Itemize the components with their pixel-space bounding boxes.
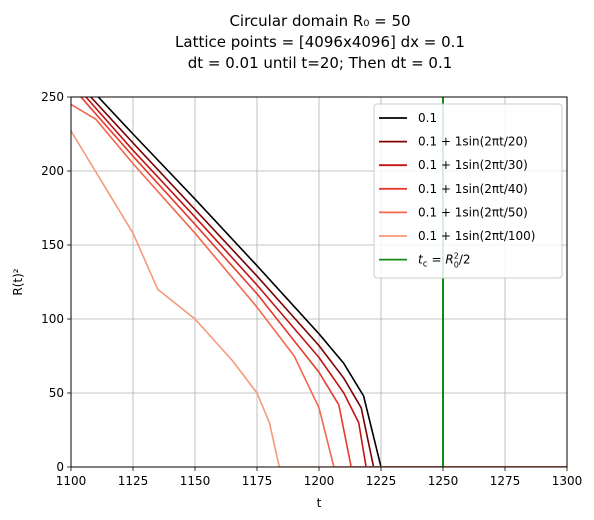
y-axis-label: R(t)² <box>11 268 25 295</box>
y-tick-label: 50 <box>49 386 64 400</box>
title-line-3: dt = 0.01 until t=20; Then dt = 0.1 <box>188 54 453 72</box>
legend-label: 0.1 + 1sin(2πt/20) <box>418 135 528 149</box>
x-tick-label: 1175 <box>242 474 273 488</box>
legend-label: 0.1 + 1sin(2πt/30) <box>418 158 528 172</box>
y-tick-label: 200 <box>41 164 64 178</box>
y-tick-label: 100 <box>41 312 64 326</box>
x-tick-label: 1150 <box>180 474 211 488</box>
legend-label: 0.1 + 1sin(2πt/100) <box>418 229 535 243</box>
x-axis-label: t <box>317 496 322 510</box>
series-line-4 <box>79 97 567 467</box>
x-tick-label: 1225 <box>366 474 397 488</box>
legend: 0.1 0.1 + 1sin(2πt/20) 0.1 + 1sin(2πt/30) 0… <box>373 103 563 279</box>
series-line-3 <box>84 97 567 467</box>
series-line-5 <box>71 103 567 467</box>
x-tick-label: 1200 <box>304 474 335 488</box>
title-line-1: Circular domain R₀ = 50 <box>229 12 410 30</box>
legend-label: tc = R2 0/2 <box>418 252 471 270</box>
y-tick-label: 0 <box>56 460 64 474</box>
legend-label: 0.1 + 1sin(2πt/50) <box>418 205 528 219</box>
y-tick-label: 150 <box>41 238 64 252</box>
axis-ticks: 1100 1125 1150 1175 1200 1225 1250 1275 1300 0 50 1… <box>41 90 582 488</box>
x-tick-label: 1100 <box>56 474 87 488</box>
title-line-2: Lattice points = [4096x4096] dx = 0.1 <box>175 33 465 51</box>
series-line-2 <box>89 97 567 467</box>
x-tick-label: 1275 <box>490 474 521 488</box>
chart-title: Circular domain R₀ = 50 Lattice points =… <box>175 12 465 72</box>
y-tick-label: 250 <box>41 90 64 104</box>
legend-label: 0.1 + 1sin(2πt/40) <box>418 182 528 196</box>
x-tick-label: 1250 <box>428 474 459 488</box>
x-tick-label: 1300 <box>552 474 583 488</box>
x-tick-label: 1125 <box>118 474 149 488</box>
legend-label: 0.1 <box>418 111 437 125</box>
series-line-1 <box>97 97 567 467</box>
series-line-6 <box>71 130 567 467</box>
legend-box <box>373 103 563 279</box>
